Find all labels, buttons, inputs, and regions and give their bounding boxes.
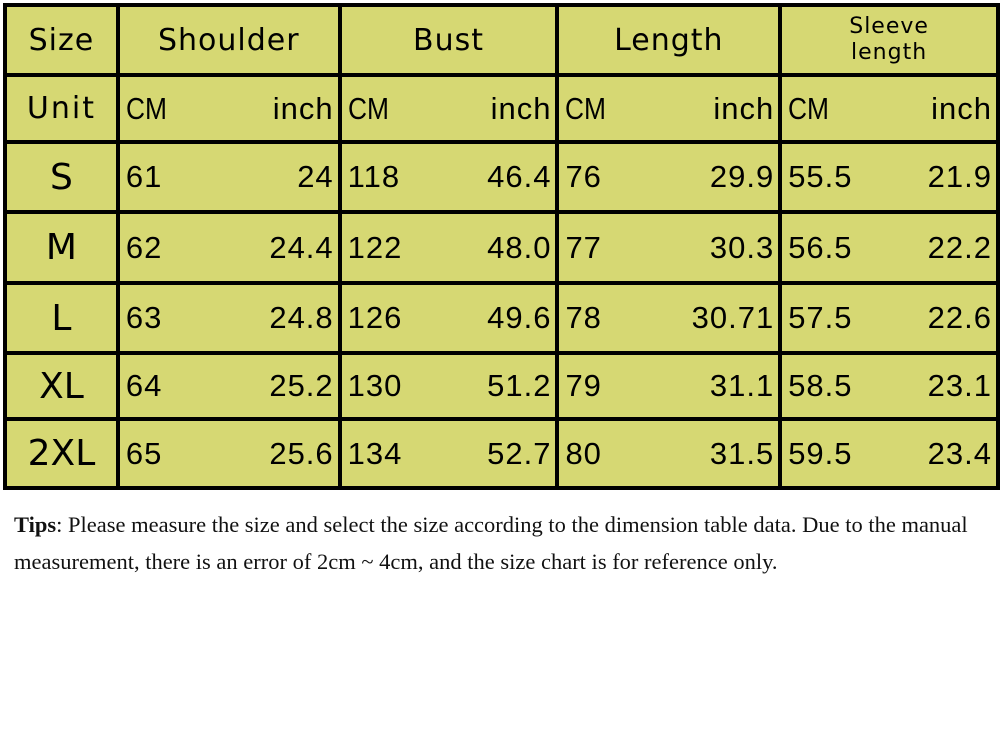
sleeve-line-2: length: [851, 40, 928, 65]
measure-cell: 118 46.4: [337, 140, 560, 214]
tips-label: Tips: [14, 512, 57, 537]
size-cell: L: [3, 281, 120, 355]
inch-value: 30.71: [691, 300, 775, 335]
cm-value: 80: [565, 435, 602, 471]
inch-value: 21.9: [927, 159, 992, 194]
sleeve-units: CM inch: [778, 73, 1000, 144]
size-row: 2XL 65 25.6 134 52.7 80 31.5 59.5 23.4: [3, 417, 1000, 490]
inch-value: 22.2: [927, 229, 992, 265]
inch-value: 23.1: [927, 368, 992, 403]
cm-value: 57.5: [788, 300, 853, 335]
measure-cell: 56.5 22.2: [778, 210, 1000, 285]
cm-value: 59.5: [788, 435, 853, 471]
size-header: Size: [3, 3, 120, 77]
cm-value: 61: [125, 159, 163, 194]
measure-cell: 65 25.6: [115, 417, 342, 490]
measure-cell: 79 31.1: [555, 351, 783, 421]
size-row: M 62 24.4 122 48.0 77 30.3 56.5 22.2: [3, 210, 1000, 285]
measure-cell: 122 48.0: [337, 210, 560, 285]
unit-inch: inch: [272, 90, 334, 126]
measure-cell: 76 29.9: [555, 140, 783, 214]
inch-value: 31.1: [709, 368, 775, 403]
cm-value: 134: [347, 435, 403, 471]
measure-cell: 78 30.71: [555, 281, 783, 355]
cm-value: 78: [565, 300, 602, 335]
inch-value: 49.6: [487, 300, 552, 335]
sleeve-line-1: Sleeve: [849, 14, 929, 39]
cm-value: 63: [125, 300, 163, 335]
size-row: S 61 24 118 46.4 76 29.9 55.5 21.9: [3, 140, 1000, 214]
cm-value: 126: [347, 300, 403, 335]
measure-cell: 63 24.8: [115, 281, 342, 355]
shoulder-header: Shoulder: [115, 3, 342, 77]
unit-inch: inch: [713, 90, 775, 126]
bust-header: Bust: [337, 3, 560, 77]
sleeve-length-header: Sleeve length: [778, 3, 1000, 77]
size-cell: S: [3, 140, 120, 214]
measure-cell: 58.5 23.1: [778, 351, 1000, 421]
length-header: Length: [555, 3, 783, 77]
size-row: L 63 24.8 126 49.6 78 30.71 57.5 22.6: [3, 281, 1000, 355]
cm-value: 77: [565, 229, 602, 265]
unit-cm: CM: [565, 90, 607, 126]
measure-cell: 134 52.7: [337, 417, 560, 490]
cm-value: 79: [565, 368, 602, 403]
inch-value: 52.7: [487, 435, 552, 471]
measure-cell: 77 30.3: [555, 210, 783, 285]
cm-value: 122: [347, 229, 403, 265]
size-chart-table: Size Shoulder Bust Length Sleeve length U…: [3, 3, 1000, 490]
size-cell: XL: [3, 351, 120, 421]
unit-inch: inch: [931, 90, 992, 126]
cm-value: 118: [347, 159, 401, 194]
inch-value: 25.6: [269, 435, 334, 471]
cm-value: 56.5: [788, 229, 853, 265]
measure-cell: 62 24.4: [115, 210, 342, 285]
size-cell: M: [3, 210, 120, 285]
inch-value: 22.6: [927, 300, 992, 335]
cm-value: 55.5: [788, 159, 853, 194]
inch-value: 24.8: [269, 300, 334, 335]
inch-value: 51.2: [487, 368, 552, 403]
inch-value: 29.9: [709, 159, 775, 194]
inch-value: 30.3: [709, 229, 775, 265]
length-units: CM inch: [555, 73, 783, 144]
cm-value: 76: [565, 159, 602, 194]
inch-value: 24: [297, 159, 334, 194]
shoulder-units: CM inch: [115, 73, 342, 144]
size-row: XL 64 25.2 130 51.2 79 31.1 58.5 23.1: [3, 351, 1000, 421]
inch-value: 48.0: [487, 229, 552, 265]
tips-text: : Please measure the size and select the…: [14, 512, 968, 574]
measure-cell: 130 51.2: [337, 351, 560, 421]
measure-cell: 126 49.6: [337, 281, 560, 355]
inch-value: 25.2: [269, 368, 334, 403]
inch-value: 24.4: [269, 229, 334, 265]
unit-cm: CM: [347, 90, 389, 126]
inch-value: 46.4: [487, 159, 552, 194]
measure-cell: 64 25.2: [115, 351, 342, 421]
tips-note: Tips: Please measure the size and select…: [14, 507, 994, 580]
measure-cell: 57.5 22.6: [778, 281, 1000, 355]
bust-units: CM inch: [337, 73, 560, 144]
inch-value: 31.5: [709, 435, 775, 471]
cm-value: 58.5: [788, 368, 853, 403]
cm-value: 65: [125, 435, 163, 471]
header-row: Size Shoulder Bust Length Sleeve length: [3, 3, 1000, 77]
unit-row: Unit CM inch CM inch CM inch CM inch: [3, 73, 1000, 144]
measure-cell: 55.5 21.9: [778, 140, 1000, 214]
measure-cell: 80 31.5: [555, 417, 783, 490]
size-cell: 2XL: [3, 417, 120, 490]
inch-value: 23.4: [927, 435, 992, 471]
measure-cell: 59.5 23.4: [778, 417, 1000, 490]
unit-inch: inch: [490, 90, 552, 126]
unit-header: Unit: [3, 73, 120, 144]
cm-value: 130: [347, 368, 403, 403]
measure-cell: 61 24: [115, 140, 342, 214]
unit-cm: CM: [125, 90, 167, 126]
cm-value: 64: [125, 368, 163, 403]
unit-cm: CM: [788, 90, 830, 126]
cm-value: 62: [125, 229, 163, 265]
